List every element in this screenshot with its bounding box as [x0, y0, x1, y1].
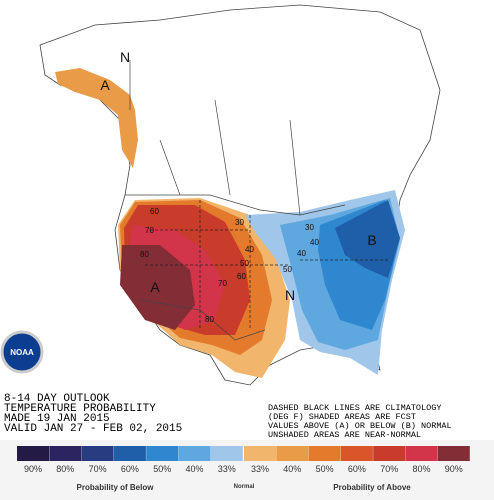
contour-label: 60: [237, 272, 246, 281]
logo-text: NOAA: [10, 348, 34, 357]
legend-title: Probability of Above: [333, 483, 411, 492]
shade-alaska: [55, 68, 138, 168]
legend-swatch: [373, 446, 406, 461]
contour-label: 30: [235, 218, 244, 227]
contour-label: 30: [305, 223, 314, 232]
note-line: (DEG F) SHADED AREAS ARE FCST: [268, 412, 416, 422]
legend-label: 80%: [412, 464, 430, 474]
legend-swatch: [244, 446, 276, 461]
region-letter: B: [367, 232, 376, 248]
region-letter: N: [120, 49, 130, 65]
region-letter: A: [100, 77, 110, 93]
legend-swatch: [276, 446, 309, 461]
outlook-line: MADE 19 JAN 2015: [4, 413, 110, 425]
legend-label: 60%: [348, 464, 366, 474]
contour-label: 40: [245, 245, 254, 254]
shade-west-90: [120, 245, 195, 330]
outlook-line: VALID JAN 27 - FEB 02, 2015: [4, 423, 182, 435]
legend-label: 80%: [56, 464, 74, 474]
legend-label: 50%: [153, 464, 171, 474]
legend-label: 90%: [24, 464, 42, 474]
region-letter: N: [285, 287, 295, 303]
legend-swatch: [405, 446, 438, 461]
legend-swatch: [437, 446, 470, 461]
contour-label: 40: [297, 249, 306, 258]
contour-label: 50: [283, 265, 292, 274]
legend-swatch: [210, 446, 243, 461]
legend-label: 70%: [380, 464, 398, 474]
legend-title: Normal: [234, 484, 255, 490]
contour-label: 50: [240, 259, 249, 268]
shade-east-60: [335, 200, 400, 278]
legend-label: 40%: [185, 464, 203, 474]
legend-swatch: [49, 446, 82, 461]
legend-label: 50%: [316, 464, 334, 474]
legend-label: 33%: [218, 464, 236, 474]
legend-swatch: [17, 446, 49, 461]
contour-label: 70: [218, 279, 227, 288]
legend-swatch: [340, 446, 373, 461]
legend-label: 33%: [251, 464, 269, 474]
noaa-logo: [0, 330, 44, 374]
legend-title: Probability of Below: [77, 483, 155, 492]
legend-swatch: [178, 446, 211, 461]
legend-swatch: [81, 446, 114, 461]
legend-label: 40%: [283, 464, 301, 474]
legend-label: 60%: [121, 464, 139, 474]
legend-label: 70%: [89, 464, 107, 474]
note-line: VALUES ABOVE (A) OR BELOW (B) NORMAL: [268, 421, 452, 431]
region-letter: A: [150, 279, 160, 295]
note-line: DASHED BLACK LINES ARE CLIMATOLOGY: [268, 403, 441, 413]
legend-label: 90%: [445, 464, 463, 474]
contour-label: 80: [205, 315, 214, 324]
contour-label: 80: [140, 250, 149, 259]
note-line: UNSHADED AREAS ARE NEAR-NORMAL: [268, 430, 421, 440]
legend-swatch: [308, 446, 341, 461]
contour-label: 60: [150, 207, 159, 216]
legend-swatch: [113, 446, 146, 461]
borders: [125, 60, 390, 341]
legend-swatch: [146, 446, 179, 461]
outlook-line: 8-14 DAY OUTLOOK: [4, 393, 110, 405]
contour-label: 70: [145, 226, 154, 235]
outlook-line: TEMPERATURE PROBABILITY: [4, 403, 156, 415]
contour-label: 40: [310, 238, 319, 247]
